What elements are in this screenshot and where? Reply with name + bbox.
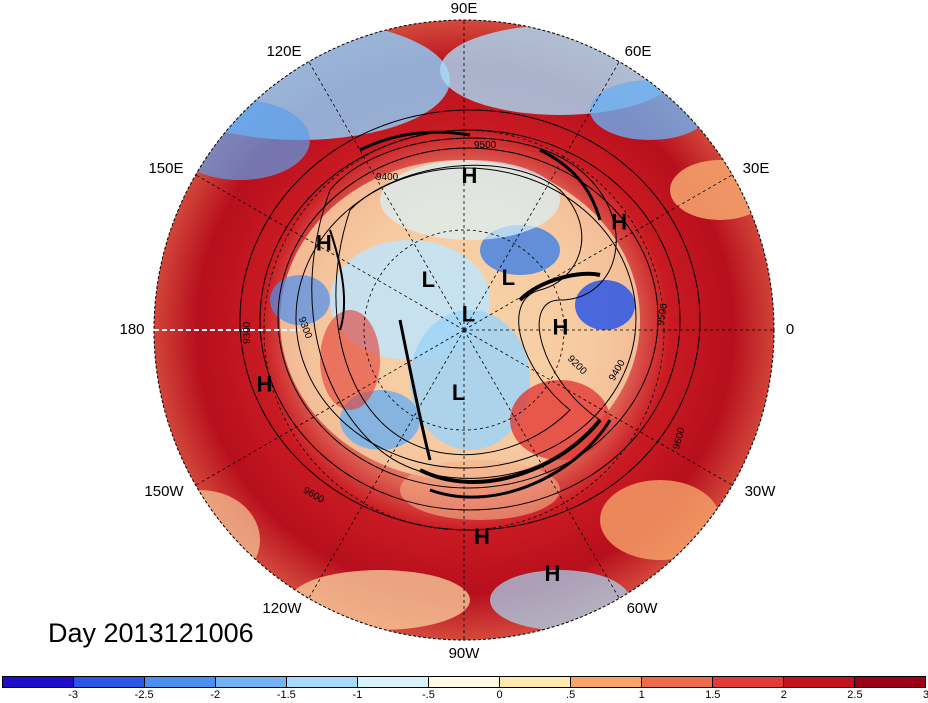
- colorbar-tick-label: .5: [566, 689, 576, 701]
- low-pressure-marker: L: [422, 267, 435, 292]
- colorbar-tick-label: -3: [68, 689, 78, 701]
- colorbar-ticks: -3 -2.5 -2 -1.5 -1 -.5 0 .5 1 1.5 2 2.5 3: [2, 689, 928, 703]
- lon-label-120w: 120W: [262, 600, 302, 617]
- contour-label: 9300: [242, 321, 253, 344]
- lon-label-90e: 90E: [451, 0, 478, 17]
- colorbar-swatch: [145, 677, 216, 687]
- pressure-centers: H H H H H H H L L L L: [256, 163, 627, 586]
- high-pressure-marker: H: [544, 561, 560, 586]
- colorbar-swatch: [713, 677, 784, 687]
- colorbar-tick-label: -2.5: [134, 689, 154, 701]
- colorbar-swatch: [500, 677, 571, 687]
- contour-label: 9500: [655, 302, 670, 326]
- lon-label-0: 0: [786, 321, 794, 338]
- low-pressure-marker: L: [462, 301, 475, 326]
- high-pressure-marker: H: [316, 230, 332, 255]
- colorbar-tick-label: -1.5: [276, 689, 296, 701]
- lon-label-60w: 60W: [627, 600, 659, 617]
- colorbar: [2, 676, 926, 688]
- low-pressure-marker: L: [502, 265, 515, 290]
- colorbar-tick-label: 2: [780, 689, 787, 701]
- high-pressure-marker: H: [256, 372, 272, 397]
- contour-label: 9500: [474, 140, 497, 151]
- lon-label-30w: 30W: [745, 483, 777, 500]
- colorbar-tick-label: 0: [496, 689, 503, 701]
- lon-label-30e: 30E: [743, 160, 770, 177]
- colorbar-swatch: [74, 677, 145, 687]
- high-pressure-marker: H: [474, 524, 490, 549]
- colorbar-tick-label: -1: [352, 689, 363, 701]
- colorbar-tick-label: -.5: [422, 689, 435, 701]
- colorbar-swatch: [3, 677, 74, 687]
- lon-label-60e: 60E: [625, 43, 652, 60]
- colorbar-swatch: [287, 677, 358, 687]
- lon-label-150w: 150W: [144, 483, 184, 500]
- high-pressure-marker: H: [552, 315, 568, 340]
- high-pressure-marker: H: [461, 163, 477, 188]
- lon-label-90w: 90W: [449, 645, 481, 662]
- colorbar-tick-label: 3: [922, 689, 928, 701]
- colorbar-swatch: [784, 677, 855, 687]
- colorbar-swatch: [855, 677, 925, 687]
- lon-label-120e: 120E: [266, 43, 301, 60]
- lon-label-180: 180: [119, 321, 144, 338]
- colorbar-swatch: [642, 677, 713, 687]
- day-title: Day 2013121006: [48, 618, 254, 648]
- colorbar-tick-label: -2: [210, 689, 221, 701]
- colorbar-swatch: [358, 677, 429, 687]
- colorbar-swatch: [216, 677, 287, 687]
- graticule: [195, 20, 774, 640]
- high-pressure-marker: H: [611, 209, 627, 234]
- colorbar-swatch: [571, 677, 642, 687]
- height-contours: [239, 109, 701, 531]
- colorbar-tick-label: 2.5: [847, 689, 863, 701]
- colorbar-tick-label: 1.5: [705, 689, 721, 701]
- map-border: [153, 19, 775, 641]
- colorbar-swatch: [429, 677, 500, 687]
- colorbar-tick-label: 1: [638, 689, 645, 701]
- contour-label: 9400: [376, 172, 399, 183]
- low-pressure-marker: L: [452, 380, 465, 405]
- lon-label-150e: 150E: [148, 160, 183, 177]
